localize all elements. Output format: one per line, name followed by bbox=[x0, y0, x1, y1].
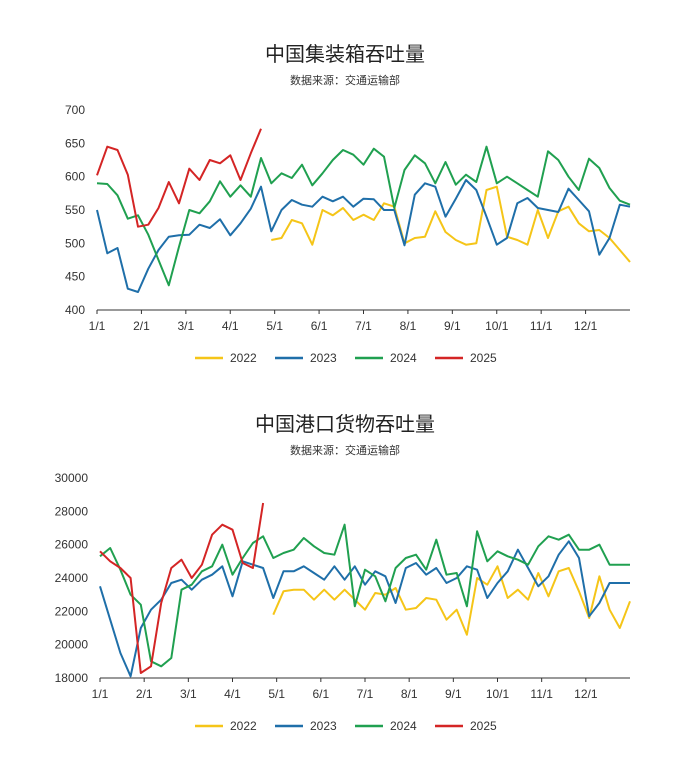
y-tick-label: 26000 bbox=[55, 538, 89, 552]
chart-canvas: 400 450 500 550 600 650 700 1/1 2/1 3/1 4/1 5/1 6/1 7… bbox=[65, 103, 631, 365]
x-tick-label: 4/1 bbox=[224, 687, 241, 701]
x-tick-label: 12/1 bbox=[574, 687, 598, 701]
y-tick-label: 600 bbox=[65, 170, 85, 184]
x-tick-label: 4/1 bbox=[222, 319, 239, 333]
x-tick-label: 3/1 bbox=[180, 687, 197, 701]
x-tick-label: 9/1 bbox=[444, 319, 461, 333]
x-tick-label: 11/1 bbox=[530, 687, 553, 701]
cargo-throughput-chart: 中国港口货物吞吐量 数据来源：交通运输部 18000 20000 22000 2400… bbox=[0, 380, 690, 760]
y-tick-label: 700 bbox=[65, 103, 85, 117]
series-line-2023 bbox=[96, 179, 631, 293]
y-tick-label: 450 bbox=[65, 270, 85, 284]
y-tick-label: 18000 bbox=[55, 671, 89, 685]
x-tick-label: 1/1 bbox=[92, 687, 109, 701]
x-tick-label: 7/1 bbox=[357, 687, 374, 701]
legend-label: 2023 bbox=[310, 719, 337, 733]
x-tick-label: 7/1 bbox=[355, 319, 372, 333]
y-tick-label: 550 bbox=[65, 203, 85, 217]
x-tick-label: 8/1 bbox=[401, 687, 418, 701]
x-tick-label: 3/1 bbox=[177, 319, 194, 333]
legend-label: 2024 bbox=[390, 719, 417, 733]
x-tick-label: 9/1 bbox=[445, 687, 462, 701]
legend-label: 2024 bbox=[390, 351, 417, 365]
x-tick-label: 10/1 bbox=[486, 687, 510, 701]
x-tick-label: 8/1 bbox=[400, 319, 417, 333]
x-tick-label: 10/1 bbox=[485, 319, 509, 333]
y-tick-label: 28000 bbox=[55, 504, 89, 518]
series-line-2024 bbox=[96, 145, 631, 287]
x-tick-label: 6/1 bbox=[311, 319, 328, 333]
legend-label: 2022 bbox=[230, 719, 257, 733]
x-tick-label: 2/1 bbox=[133, 319, 150, 333]
y-tick-label: 24000 bbox=[55, 571, 89, 585]
x-tick-label: 5/1 bbox=[268, 687, 285, 701]
series-line-2024 bbox=[99, 523, 630, 668]
legend-label: 2022 bbox=[230, 351, 257, 365]
legend-label: 2025 bbox=[470, 351, 497, 365]
y-tick-label: 20000 bbox=[55, 638, 89, 652]
x-tick-label: 2/1 bbox=[136, 687, 153, 701]
x-tick-label: 1/1 bbox=[89, 319, 106, 333]
chart-title: 中国集装箱吞吐量 bbox=[265, 42, 425, 66]
chart-title: 中国港口货物吞吐量 bbox=[255, 412, 435, 436]
y-tick-label: 500 bbox=[65, 236, 85, 250]
x-tick-label: 11/1 bbox=[530, 319, 553, 333]
chart-canvas: 18000 20000 22000 24000 26000 28000 30000 1/1 2/… bbox=[55, 471, 631, 733]
x-tick-label: 5/1 bbox=[266, 319, 283, 333]
container-throughput-chart: 中国集装箱吞吐量 数据来源：交通运输部 400 450 500 550 600 650 70… bbox=[65, 42, 631, 365]
series-line-2025 bbox=[99, 502, 265, 674]
legend-label: 2025 bbox=[470, 719, 497, 733]
series-line-2025 bbox=[96, 128, 262, 228]
series-line-2022 bbox=[272, 565, 631, 636]
x-tick-label: 6/1 bbox=[312, 687, 329, 701]
chart-subtitle: 数据来源：交通运输部 bbox=[290, 74, 400, 87]
y-tick-label: 400 bbox=[65, 303, 85, 317]
chart-subtitle: 数据来源：交通运输部 bbox=[290, 444, 400, 457]
y-tick-label: 30000 bbox=[55, 471, 89, 485]
y-tick-label: 22000 bbox=[55, 604, 89, 618]
series-line-2022 bbox=[271, 185, 631, 263]
legend-label: 2023 bbox=[310, 351, 337, 365]
x-tick-label: 12/1 bbox=[574, 319, 598, 333]
y-tick-label: 650 bbox=[65, 136, 85, 150]
